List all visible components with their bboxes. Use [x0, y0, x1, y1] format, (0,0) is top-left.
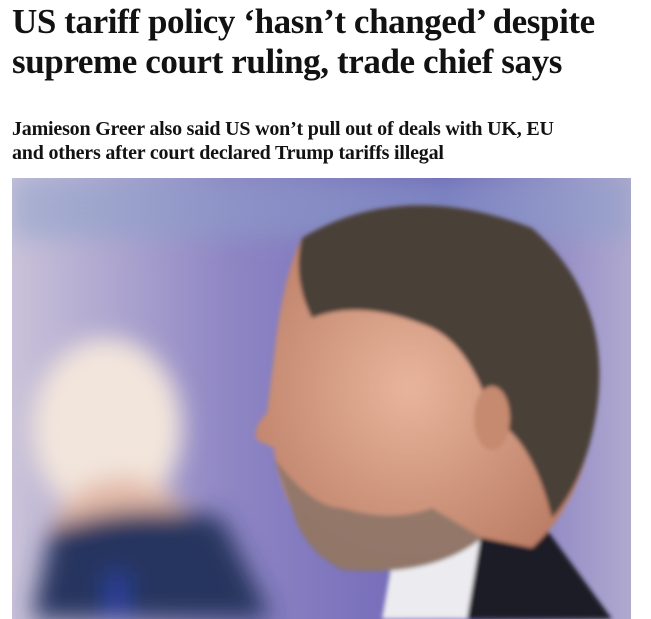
- article-photo: [12, 178, 631, 619]
- standfirst: Jamieson Greer also said US won’t pull o…: [12, 118, 554, 164]
- headline: US tariff policy ‘hasn’t changed’ despit…: [12, 2, 595, 81]
